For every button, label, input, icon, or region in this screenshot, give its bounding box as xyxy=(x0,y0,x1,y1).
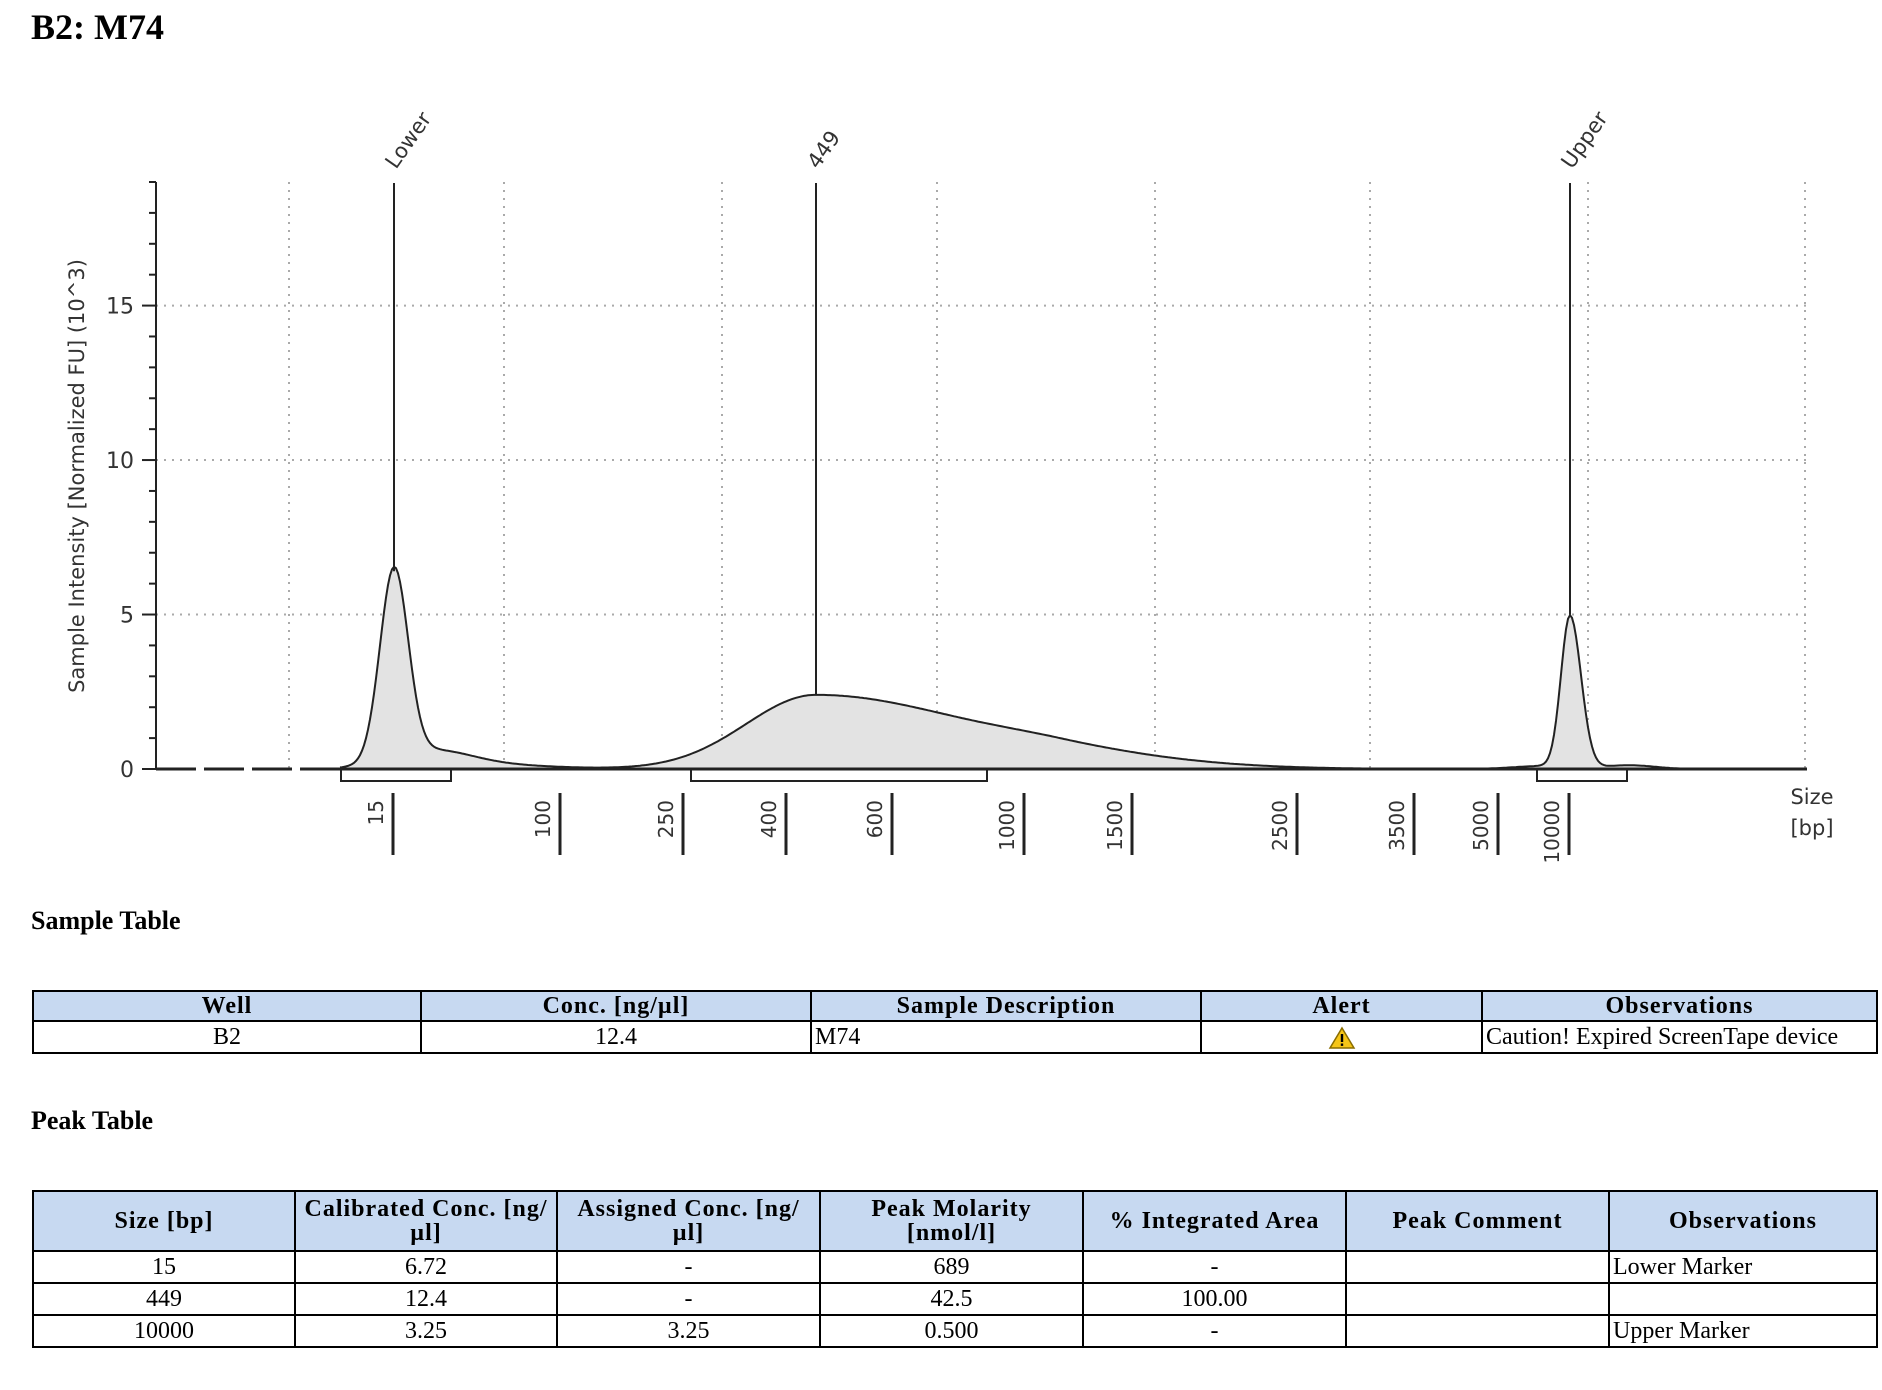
sample-well: B2 xyxy=(32,1020,422,1054)
peak-col-assigned-conc: Assigned Conc. [ng/µl] xyxy=(556,1190,821,1252)
y-tick-label: 5 xyxy=(120,604,134,629)
trace-fill xyxy=(340,566,1690,769)
peak-integrated-area: - xyxy=(1082,1314,1347,1348)
peak-molarity: 42.5 xyxy=(819,1282,1084,1316)
table-row: 15 6.72 - 689 - Lower Marker xyxy=(32,1250,1878,1284)
peak-size: 15 xyxy=(32,1250,296,1284)
size-ladder-label: 100 xyxy=(531,800,555,838)
y-tick-label: 10 xyxy=(106,449,134,474)
size-ladder-label: 1000 xyxy=(995,800,1019,851)
electropherogram-chart: 0 5 10 15 Sample Intensity [Normalized FU] (… xyxy=(65,107,1834,864)
peak-comment xyxy=(1345,1314,1610,1348)
peak-assigned-conc: - xyxy=(556,1282,821,1316)
peak-col-integrated-area: % Integrated Area xyxy=(1082,1190,1347,1252)
peak-table: Size [bp] Calibrated Conc. [ng/µl] Assig… xyxy=(32,1190,1878,1348)
peak-size: 10000 xyxy=(32,1314,296,1348)
x-axis-label: [bp] xyxy=(1790,816,1833,840)
size-ladder-label: 5000 xyxy=(1469,800,1493,851)
size-ladder-label: 400 xyxy=(757,800,781,838)
peak-table-title: Peak Table xyxy=(31,1106,154,1135)
peak-molarity: 689 xyxy=(819,1250,1084,1284)
sample-col-alert: Alert xyxy=(1200,990,1483,1022)
peak-molarity: 0.500 xyxy=(819,1314,1084,1348)
peak-col-size: Size [bp] xyxy=(32,1190,296,1252)
size-ladder-label: 10000 xyxy=(1540,800,1564,864)
sample-description: M74 xyxy=(810,1020,1202,1054)
peak-comment xyxy=(1345,1282,1610,1316)
peak-integrated-area: 100.00 xyxy=(1082,1282,1347,1316)
peak-observation: Upper Marker xyxy=(1608,1314,1878,1348)
y-tick-label: 0 xyxy=(120,758,134,783)
size-ladder-label: 3500 xyxy=(1385,800,1409,851)
peak-assigned-conc: 3.25 xyxy=(556,1314,821,1348)
table-row: 449 12.4 - 42.5 100.00 xyxy=(32,1282,1878,1316)
y-axis-label: Sample Intensity [Normalized FU] (10^3) xyxy=(65,259,89,693)
peak-label: Lower xyxy=(380,107,436,173)
peak-col-calibrated-conc: Calibrated Conc. [ng/µl] xyxy=(294,1190,558,1252)
sample-observation: Caution! Expired ScreenTape device xyxy=(1481,1020,1878,1054)
peak-integrated-area: - xyxy=(1082,1250,1347,1284)
peak-calibrated-conc: 3.25 xyxy=(294,1314,558,1348)
peak-col-observations: Observations xyxy=(1608,1190,1878,1252)
y-tick-label: 15 xyxy=(106,295,134,320)
sample-col-description: Sample Description xyxy=(810,990,1202,1022)
sample-alert xyxy=(1200,1020,1483,1054)
warning-icon xyxy=(1328,1026,1355,1049)
peak-calibrated-conc: 6.72 xyxy=(294,1250,558,1284)
sample-table: Well Conc. [ng/µl] Sample Description Al… xyxy=(32,990,1878,1054)
table-row: 10000 3.25 3.25 0.500 - Upper Marker xyxy=(32,1314,1878,1348)
sample-conc: 12.4 xyxy=(420,1020,812,1054)
peak-calibrated-conc: 12.4 xyxy=(294,1282,558,1316)
peak-comment xyxy=(1345,1250,1610,1284)
peak-col-molarity: Peak Molarity [nmol/l] xyxy=(819,1190,1084,1252)
peak-label: 449 xyxy=(802,126,845,173)
x-axis-label: Size xyxy=(1790,785,1833,809)
size-ladder-label: 250 xyxy=(654,800,678,838)
size-ladder-label: 15 xyxy=(364,800,388,825)
peak-label: Upper xyxy=(1556,107,1612,173)
size-ladder-label: 2500 xyxy=(1268,800,1292,851)
peak-observation: Lower Marker xyxy=(1608,1250,1878,1284)
peak-assigned-conc: - xyxy=(556,1250,821,1284)
sample-col-well: Well xyxy=(32,990,422,1022)
page-title: B2: M74 xyxy=(31,7,164,47)
sample-table-title: Sample Table xyxy=(31,906,181,935)
peak-region-bracket xyxy=(1536,769,1628,782)
table-row: B2 12.4 M74 Caution! Expired ScreenTape … xyxy=(32,1020,1878,1054)
sample-col-observations: Observations xyxy=(1481,990,1878,1022)
size-ladder-label: 600 xyxy=(863,800,887,838)
peak-col-comment: Peak Comment xyxy=(1345,1190,1610,1252)
sample-col-conc: Conc. [ng/µl] xyxy=(420,990,812,1022)
size-ladder-label: 1500 xyxy=(1103,800,1127,851)
peak-observation xyxy=(1608,1282,1878,1316)
peak-size: 449 xyxy=(32,1282,296,1316)
peak-region-bracket xyxy=(340,769,452,782)
peak-region-bracket xyxy=(690,769,988,782)
